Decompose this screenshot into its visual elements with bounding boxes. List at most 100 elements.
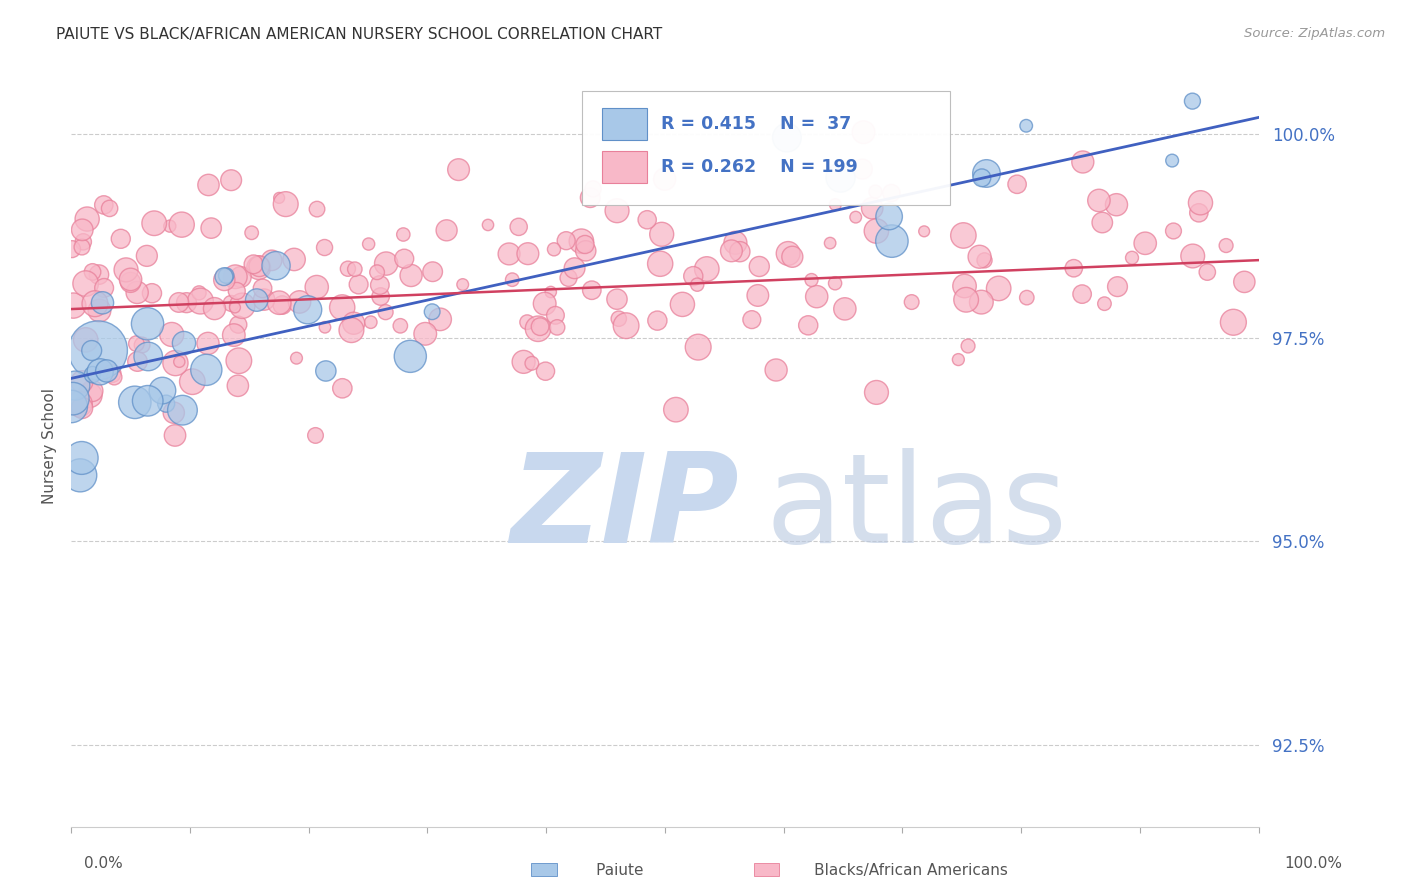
Point: [394, 252, 416, 266]
Point: [671, 297, 693, 311]
Point: [65, 378, 87, 392]
Point: [529, 319, 551, 334]
Point: [96, 364, 118, 378]
Point: [98, 202, 121, 216]
Point: [606, 292, 628, 306]
Point: [1005, 178, 1028, 192]
Point: [557, 271, 579, 285]
Point: [877, 210, 900, 224]
Point: [197, 178, 219, 192]
Point: [477, 218, 499, 232]
Point: [534, 364, 557, 378]
Point: [283, 252, 305, 267]
Point: [305, 280, 328, 294]
Text: Blacks/African Americans: Blacks/African Americans: [780, 863, 1008, 878]
FancyBboxPatch shape: [602, 151, 647, 183]
Point: [765, 363, 787, 377]
Point: [314, 320, 336, 334]
Point: [214, 273, 236, 287]
Point: [269, 191, 291, 205]
Point: [314, 240, 336, 254]
Point: [451, 277, 474, 292]
Point: [136, 350, 159, 364]
Point: [607, 311, 630, 326]
Point: [271, 298, 294, 312]
Point: [228, 353, 250, 368]
Point: [824, 277, 846, 291]
Point: [75, 277, 97, 291]
Point: [375, 256, 398, 270]
Point: [169, 355, 191, 369]
Point: [741, 312, 763, 326]
Point: [953, 279, 976, 293]
Point: [575, 244, 598, 258]
Point: [688, 340, 710, 354]
Point: [806, 290, 828, 304]
Point: [720, 244, 742, 258]
Point: [219, 296, 242, 310]
Point: [546, 320, 568, 334]
Point: [516, 246, 538, 260]
Point: [72, 235, 94, 249]
Point: [1135, 236, 1157, 251]
Point: [124, 395, 146, 409]
Point: [582, 182, 605, 196]
Point: [540, 285, 562, 299]
Point: [224, 269, 246, 284]
Point: [852, 125, 875, 139]
Point: [1071, 287, 1094, 301]
Point: [865, 224, 887, 238]
Point: [84, 296, 107, 310]
Point: [165, 356, 187, 370]
Point: [957, 339, 980, 353]
Point: [288, 295, 311, 310]
Point: [1181, 94, 1204, 108]
Point: [195, 363, 218, 377]
Point: [1105, 198, 1128, 212]
Point: [357, 237, 380, 252]
Point: [336, 261, 359, 276]
Point: [1189, 195, 1212, 210]
Point: [520, 356, 543, 370]
Point: [343, 262, 366, 277]
Point: [1091, 215, 1114, 229]
Text: ZIP: ZIP: [510, 448, 740, 569]
Point: [413, 326, 436, 341]
Point: [360, 315, 382, 329]
Point: [60, 400, 83, 414]
Point: [860, 201, 883, 215]
Text: 0.0%: 0.0%: [84, 856, 124, 871]
Point: [696, 262, 718, 277]
Point: [880, 234, 903, 248]
Point: [260, 253, 283, 268]
Point: [152, 384, 174, 398]
Point: [87, 268, 110, 282]
Point: [747, 288, 769, 302]
Point: [651, 227, 673, 242]
Point: [91, 295, 114, 310]
Point: [955, 293, 977, 307]
FancyBboxPatch shape: [582, 91, 950, 205]
Point: [181, 375, 204, 389]
Point: [127, 354, 149, 368]
Point: [62, 392, 84, 406]
Point: [436, 223, 458, 237]
Point: [212, 269, 235, 284]
Point: [579, 191, 602, 205]
Point: [970, 295, 993, 310]
Point: [120, 272, 142, 286]
Point: [948, 352, 970, 367]
Point: [1163, 224, 1185, 238]
Point: [501, 273, 523, 287]
Point: [830, 170, 852, 185]
FancyBboxPatch shape: [602, 108, 647, 140]
Point: [1121, 251, 1143, 265]
Point: [167, 295, 190, 310]
Point: [269, 295, 291, 310]
Point: [70, 240, 93, 254]
Point: [69, 397, 91, 411]
Point: [297, 302, 319, 317]
Point: [776, 130, 799, 145]
Point: [543, 243, 565, 257]
Point: [72, 223, 94, 237]
